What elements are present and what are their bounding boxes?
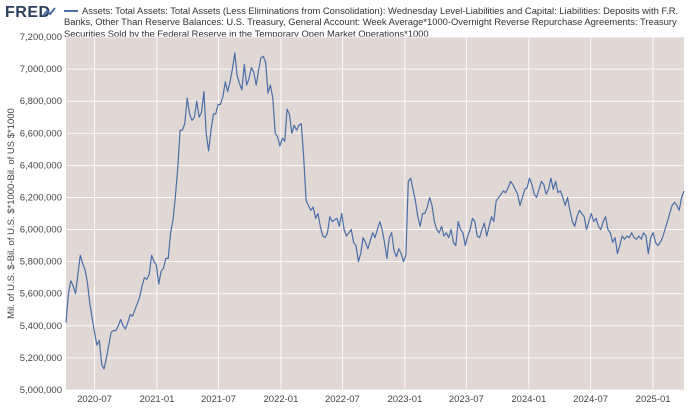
y-tick-label: 6,000,000: [20, 225, 62, 236]
x-tick-label: 2021-07: [201, 394, 236, 405]
y-tick-label: 6,600,000: [20, 128, 62, 139]
chart-legend: Assets: Total Assets: Total Assets (Less…: [64, 5, 684, 39]
x-tick-label: 2022-07: [325, 394, 360, 405]
y-tick-label: 7,000,000: [20, 64, 62, 75]
fred-logo: FRED: [5, 4, 51, 21]
x-tick-label: 2021-01: [140, 394, 175, 405]
y-tick-label: 5,800,000: [20, 257, 62, 268]
legend-series-name: Assets: Total Assets: Total Assets (Less…: [64, 5, 679, 39]
plot-area: [66, 37, 684, 390]
y-tick-label: 5,600,000: [20, 289, 62, 300]
x-tick-label: 2025-01: [636, 394, 671, 405]
x-tick-label: 2024-07: [573, 394, 608, 405]
y-axis-ticks: 5,000,000 5,200,000 5,400,000 5,600,000 5,80…: [20, 32, 62, 396]
x-tick-label: 2023-07: [449, 394, 484, 405]
gridlines: [66, 36, 684, 391]
x-tick-label: 2023-01: [387, 394, 422, 405]
x-tick-label: 2022-01: [264, 394, 299, 405]
series-layer: [65, 52, 685, 370]
x-axis-ticks: 2020-07 2021-01 2021-07 2022-01 2022-07 2023-…: [77, 394, 670, 405]
x-tick-label: 2020-07: [77, 394, 112, 405]
x-tick-label: 2024-01: [511, 394, 546, 405]
y-axis-label: Mil. of U.S. $-Bil. of U.S. $*1000-Bil. …: [6, 108, 17, 319]
y-tick-label: 7,200,000: [20, 32, 62, 43]
y-tick-label: 5,000,000: [20, 385, 62, 396]
y-tick-label: 5,400,000: [20, 321, 62, 332]
y-tick-label: 6,200,000: [20, 192, 62, 203]
series-line: [65, 52, 685, 370]
y-tick-label: 6,400,000: [20, 160, 62, 171]
y-tick-label: 6,800,000: [20, 96, 62, 107]
legend-swatch: [64, 9, 78, 12]
y-tick-label: 5,200,000: [20, 353, 62, 364]
logo-chart-icon: [42, 7, 56, 17]
